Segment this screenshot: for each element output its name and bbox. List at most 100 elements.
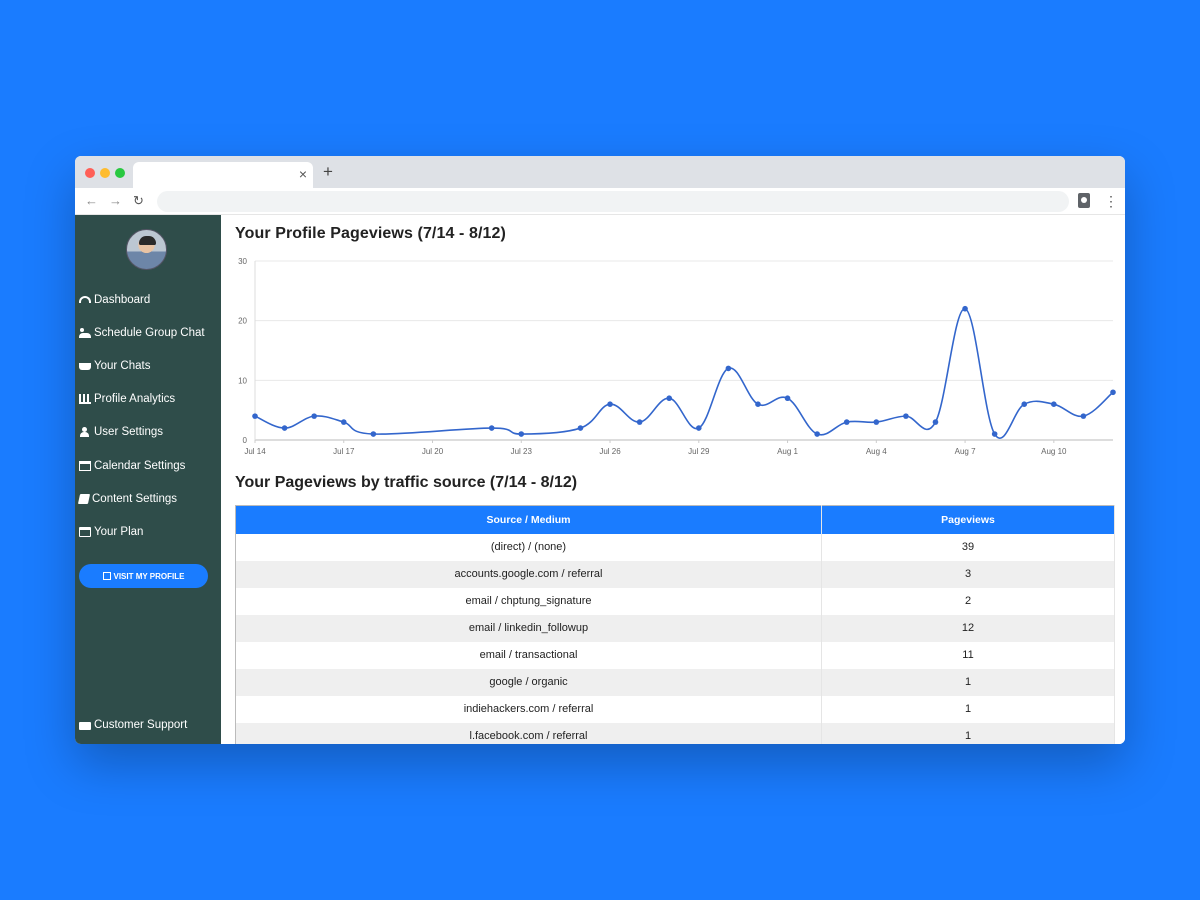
main-panel: Your Profile Pageviews (7/14 - 8/12) 0 10… (221, 215, 1125, 744)
clipboard-extension-icon[interactable] (1078, 193, 1090, 208)
reload-icon[interactable]: ↻ (133, 193, 144, 208)
data-point (666, 395, 673, 402)
source-cell: email / transactional (235, 641, 822, 669)
pageviews-cell: 12 (821, 614, 1115, 642)
users-icon (79, 327, 91, 338)
column-header-pageviews[interactable]: Pageviews (821, 505, 1115, 534)
sidebar-item-dashboard[interactable]: Dashboard (75, 283, 221, 316)
sidebar-item-label: Customer Support (94, 719, 188, 731)
sidebar-item-label: Schedule Group Chat (94, 326, 205, 339)
data-point (755, 401, 761, 407)
sidebar-item-your-plan[interactable]: Your Plan (75, 515, 221, 548)
y-tick-label: 0 (243, 436, 248, 445)
pageviews-cell: 11 (821, 641, 1115, 669)
pageviews-cell: 2 (821, 587, 1115, 615)
browser-menu-icon[interactable]: ⋮ (1104, 193, 1118, 209)
sidebar: Dashboard Schedule Group Chat Your Chats… (75, 215, 221, 744)
table-row: (direct) / (none) 39 (235, 533, 1115, 561)
pageviews-cell: 1 (821, 668, 1115, 696)
data-point (1021, 401, 1028, 407)
x-tick-label: Jul 26 (599, 447, 621, 456)
coffee-icon (79, 363, 91, 371)
tab-strip: × + (75, 156, 1125, 188)
y-tick-label: 20 (238, 317, 247, 326)
data-point (281, 425, 288, 431)
data-point (932, 419, 939, 425)
dashboard-icon (79, 296, 91, 304)
data-point (518, 431, 525, 437)
table-row: google / organic 1 (235, 668, 1115, 696)
sidebar-item-label: Calendar Settings (94, 459, 186, 472)
envelope-icon (79, 722, 91, 730)
x-tick-label: Aug 4 (866, 447, 887, 456)
sidebar-item-label: Dashboard (94, 293, 151, 306)
data-point (1051, 401, 1057, 407)
sidebar-item-label: Your Chats (94, 359, 151, 372)
data-point (873, 419, 880, 425)
tab-close-icon[interactable]: × (298, 166, 307, 182)
x-tick-label: Jul 23 (511, 447, 533, 456)
table-row: email / transactional 11 (235, 641, 1115, 669)
pageviews-cell: 39 (821, 533, 1115, 561)
table-title: Your Pageviews by traffic source (7/14 -… (235, 474, 578, 491)
table-row: email / linkedin_followup 12 (235, 614, 1115, 642)
data-point (607, 401, 613, 407)
pageviews-series-line (254, 307, 1114, 439)
sidebar-item-label: Content Settings (92, 492, 178, 505)
sidebar-item-your-chats[interactable]: Your Chats (75, 349, 221, 382)
sidebar-item-profile-analytics[interactable]: Profile Analytics (75, 383, 221, 416)
data-point (311, 413, 317, 419)
data-point (1110, 389, 1116, 396)
browser-tab[interactable]: × (133, 162, 313, 188)
data-point (843, 419, 850, 425)
table-row: l.facebook.com / referral 1 (235, 722, 1115, 744)
back-arrow-icon[interactable]: ← (85, 193, 98, 208)
y-tick-label: 10 (238, 376, 247, 385)
address-bar[interactable] (157, 191, 1069, 212)
data-point (340, 419, 347, 425)
x-tick-label: Jul 20 (422, 447, 444, 456)
bar-chart-icon (79, 394, 91, 405)
table-row: accounts.google.com / referral 3 (235, 560, 1115, 588)
x-tick-label: Jul 17 (333, 447, 355, 456)
source-cell: email / linkedin_followup (235, 614, 822, 642)
data-point (252, 413, 258, 419)
sidebar-item-schedule-group-chat[interactable]: Schedule Group Chat (75, 316, 221, 349)
source-cell: accounts.google.com / referral (235, 560, 822, 588)
visit-my-profile-label: VISIT MY PROFILE (113, 571, 185, 581)
forward-arrow-icon[interactable]: → (109, 193, 122, 208)
data-point (962, 305, 968, 312)
visit-my-profile-button[interactable]: VISIT MY PROFILE (79, 564, 208, 588)
x-tick-label: Aug 10 (1041, 447, 1067, 456)
source-cell: google / organic (235, 668, 822, 696)
table-header-row: Source / Medium Pageviews (235, 505, 1115, 534)
sidebar-item-label: Profile Analytics (94, 393, 176, 406)
maximize-window-button[interactable] (115, 168, 125, 178)
x-tick-label: Jul 14 (244, 447, 266, 456)
new-tab-button[interactable]: + (323, 162, 333, 181)
avatar[interactable] (126, 229, 167, 270)
sidebar-item-user-settings[interactable]: User Settings (75, 416, 221, 449)
y-tick-label: 30 (238, 257, 247, 266)
book-icon (77, 493, 91, 504)
sidebar-item-customer-support[interactable]: Customer Support (75, 713, 221, 737)
credit-card-icon (79, 526, 91, 537)
x-tick-label: Jul 29 (688, 447, 710, 456)
sidebar-item-calendar-settings[interactable]: Calendar Settings (75, 449, 221, 482)
data-point (1080, 413, 1087, 419)
data-point (695, 425, 702, 431)
sidebar-item-content-settings[interactable]: Content Settings (75, 482, 221, 515)
browser-toolbar: ← → ↻ ⋮ (75, 188, 1125, 215)
pageviews-line-chart: 0 10 20 30 Jul 14 Jul 17 Jul 20 Jul 23 Jul 26 Jul… (238, 257, 1116, 456)
source-cell: indiehackers.com / referral (235, 695, 822, 723)
data-point (636, 419, 643, 425)
minimize-window-button[interactable] (100, 168, 110, 178)
column-header-source[interactable]: Source / Medium (235, 505, 822, 534)
pageviews-cell: 1 (821, 695, 1115, 723)
x-tick-label: Aug 7 (955, 447, 976, 456)
data-point (577, 425, 584, 431)
user-icon (79, 427, 91, 438)
close-window-button[interactable] (85, 168, 95, 178)
data-point (991, 431, 998, 437)
table-row: indiehackers.com / referral 1 (235, 695, 1115, 723)
